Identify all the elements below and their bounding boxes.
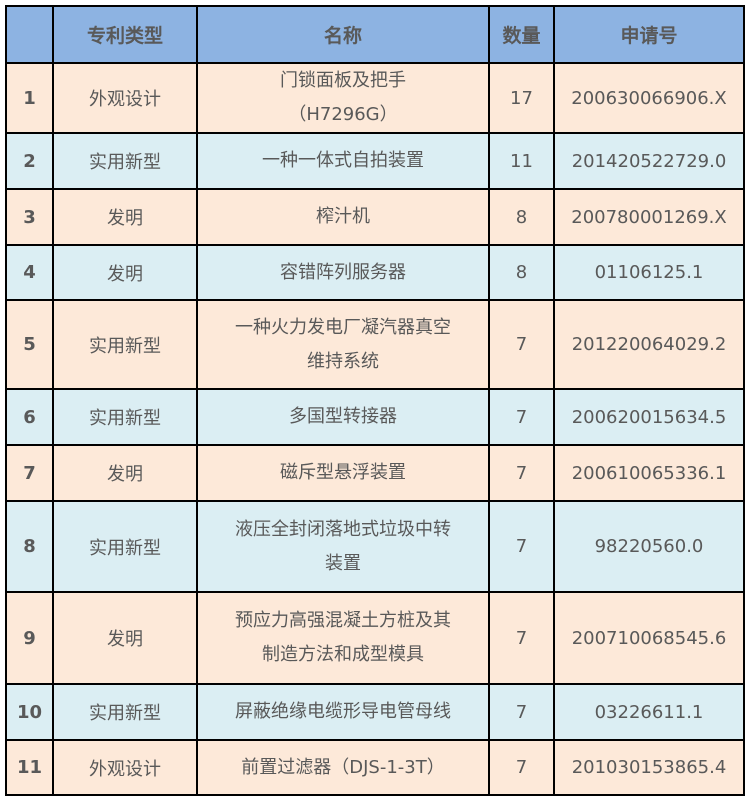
application-number: 03226611.1 — [553, 683, 745, 741]
patent-count: 7 — [488, 739, 555, 796]
patent-name: 前置过滤器（DJS-1-3T） — [196, 739, 490, 796]
row-index: 11 — [5, 739, 54, 796]
patent-table: 专利类型 名称 数量 申请号 1 外观设计 门锁面板及把手（H7296G） 17 200… — [5, 5, 745, 796]
patent-name: 一种火力发电厂凝汽器真空维持系统 — [196, 299, 490, 390]
patent-count: 8 — [488, 188, 555, 246]
patent-type: 实用新型 — [52, 388, 198, 446]
patent-count: 7 — [488, 683, 555, 741]
row-index: 9 — [5, 591, 54, 685]
table-row: 5 实用新型 一种火力发电厂凝汽器真空维持系统 7 201220064029.2 — [5, 299, 745, 390]
header-count: 数量 — [488, 5, 555, 64]
patent-count: 17 — [488, 62, 555, 134]
row-index: 8 — [5, 500, 54, 593]
table-row: 9 发明 预应力高强混凝土方桩及其制造方法和成型模具 7 200710068545.6 — [5, 591, 745, 685]
header-row: 专利类型 名称 数量 申请号 — [5, 5, 745, 64]
patent-name: 多国型转接器 — [196, 388, 490, 446]
table-row: 10 实用新型 屏蔽绝缘电缆形导电管母线 7 03226611.1 — [5, 683, 745, 741]
patent-count: 7 — [488, 388, 555, 446]
table-row: 8 实用新型 液压全封闭落地式垃圾中转装置 7 98220560.0 — [5, 500, 745, 593]
patent-type: 发明 — [52, 444, 198, 502]
application-number: 201030153865.4 — [553, 739, 745, 796]
patent-name-text: 容错阵列服务器 — [280, 261, 406, 283]
table-row: 6 实用新型 多国型转接器 7 200620015634.5 — [5, 388, 745, 446]
application-number: 200610065336.1 — [553, 444, 745, 502]
patent-name: 磁斥型悬浮装置 — [196, 444, 490, 502]
patent-name: 门锁面板及把手（H7296G） — [196, 62, 490, 134]
patent-name-text: 一种火力发电厂凝汽器真空维持系统 — [234, 316, 451, 372]
application-number: 200780001269.X — [553, 188, 745, 246]
patent-name-text: 屏蔽绝缘电缆形导电管母线 — [235, 701, 451, 722]
patent-name: 一种一体式自拍装置 — [196, 132, 490, 190]
row-index: 3 — [5, 188, 54, 246]
table-row: 1 外观设计 门锁面板及把手（H7296G） 17 200630066906.X — [5, 62, 745, 134]
table-row: 2 实用新型 一种一体式自拍装置 11 201420522729.0 — [5, 132, 745, 190]
patent-type: 实用新型 — [52, 132, 198, 190]
patent-name: 容错阵列服务器 — [196, 244, 490, 301]
patent-type: 外观设计 — [52, 739, 198, 796]
application-number: 200630066906.X — [553, 62, 745, 134]
patent-count: 7 — [488, 500, 555, 593]
table-row: 3 发明 榨汁机 8 200780001269.X — [5, 188, 745, 246]
row-index: 5 — [5, 299, 54, 390]
patent-type: 实用新型 — [52, 683, 198, 741]
row-index: 10 — [5, 683, 54, 741]
patent-name-text: 液压全封闭落地式垃圾中转装置 — [234, 518, 451, 574]
patent-count: 7 — [488, 591, 555, 685]
application-number: 201220064029.2 — [553, 299, 745, 390]
patent-name-text: 多国型转接器 — [289, 406, 397, 427]
patent-name-text: 磁斥型悬浮装置 — [280, 462, 406, 483]
patent-count: 7 — [488, 444, 555, 502]
row-index: 4 — [5, 244, 54, 301]
table-row: 11 外观设计 前置过滤器（DJS-1-3T） 7 201030153865.4 — [5, 739, 745, 796]
patent-type: 发明 — [52, 244, 198, 301]
header-application-number: 申请号 — [553, 5, 745, 64]
row-index: 6 — [5, 388, 54, 446]
application-number: 201420522729.0 — [553, 132, 745, 190]
patent-type: 发明 — [52, 591, 198, 685]
patent-count: 7 — [488, 299, 555, 390]
header-type: 专利类型 — [52, 5, 198, 64]
patent-count: 8 — [488, 244, 555, 301]
application-number: 200620015634.5 — [553, 388, 745, 446]
row-index: 7 — [5, 444, 54, 502]
patent-name-text: 预应力高强混凝土方桩及其制造方法和成型模具 — [234, 610, 451, 665]
application-number: 01106125.1 — [553, 244, 745, 301]
application-number: 200710068545.6 — [553, 591, 745, 685]
patent-type: 实用新型 — [52, 299, 198, 390]
patent-name-text: 榨汁机 — [316, 206, 370, 227]
patent-name: 预应力高强混凝土方桩及其制造方法和成型模具 — [196, 591, 490, 685]
patent-name: 液压全封闭落地式垃圾中转装置 — [196, 500, 490, 593]
patent-name-text: 门锁面板及把手（H7296G） — [279, 70, 406, 125]
patent-name: 榨汁机 — [196, 188, 490, 246]
patent-name: 屏蔽绝缘电缆形导电管母线 — [196, 683, 490, 741]
row-index: 1 — [5, 62, 54, 134]
table-row: 4 发明 容错阵列服务器 8 01106125.1 — [5, 244, 745, 301]
patent-name-text: 前置过滤器（DJS-1-3T） — [241, 756, 445, 778]
header-index — [5, 5, 54, 64]
patent-name-text: 一种一体式自拍装置 — [262, 150, 424, 171]
header-name: 名称 — [196, 5, 490, 64]
patent-type: 实用新型 — [52, 500, 198, 593]
patent-type: 外观设计 — [52, 62, 198, 134]
patent-type: 发明 — [52, 188, 198, 246]
patent-count: 11 — [488, 132, 555, 190]
row-index: 2 — [5, 132, 54, 190]
table-row: 7 发明 磁斥型悬浮装置 7 200610065336.1 — [5, 444, 745, 502]
application-number: 98220560.0 — [553, 500, 745, 593]
